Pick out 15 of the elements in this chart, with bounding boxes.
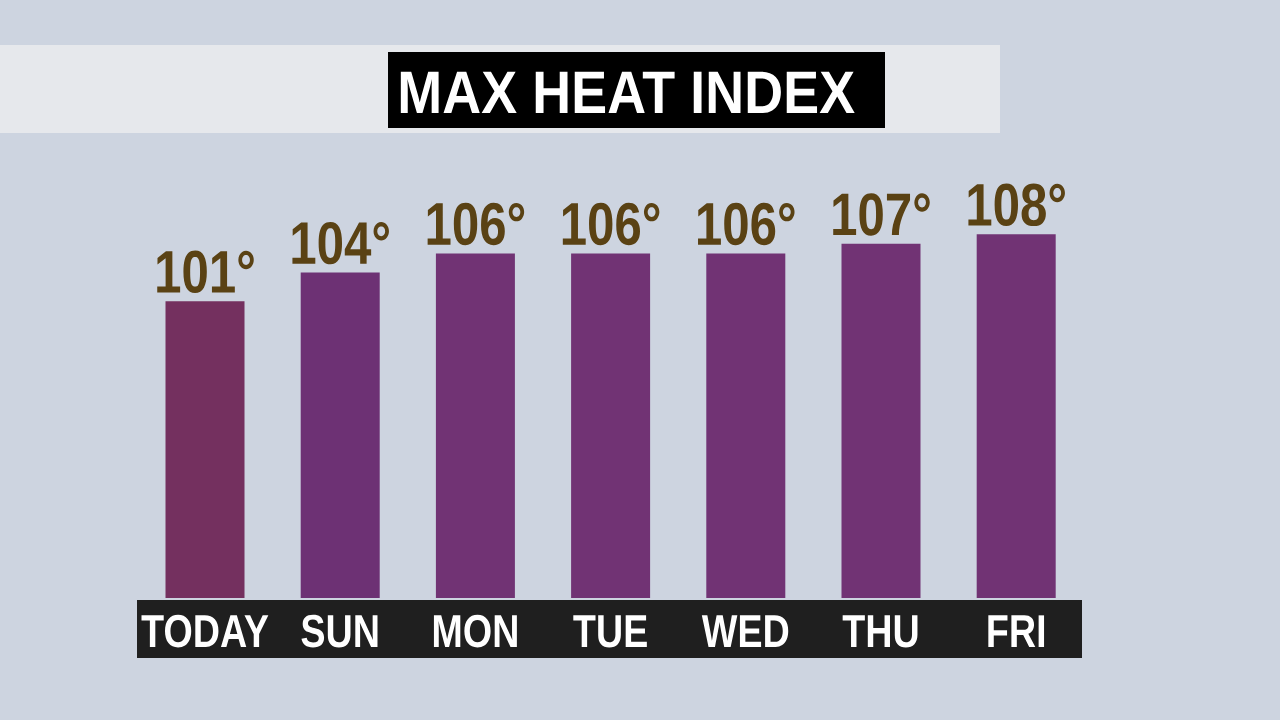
chart-title: MAX HEAT INDEX (400, 71, 855, 113)
data-label: 104° (292, 221, 389, 265)
x-tick-label: FRI (988, 615, 1045, 647)
data-label: 101° (157, 250, 254, 294)
data-label: 106° (698, 202, 795, 246)
data-label: 106° (562, 202, 660, 246)
x-tick-label: WED (701, 615, 789, 647)
data-label: 107° (833, 193, 930, 236)
x-tick-label: TUE (573, 615, 647, 648)
data-label: 108° (968, 183, 1065, 227)
data-label: 106° (427, 202, 525, 246)
x-tick-label: SUN (301, 614, 378, 648)
x-tick-label: TODAY (141, 614, 269, 648)
x-tick-label: THU (842, 615, 918, 648)
x-tick-label: MON (433, 614, 517, 648)
